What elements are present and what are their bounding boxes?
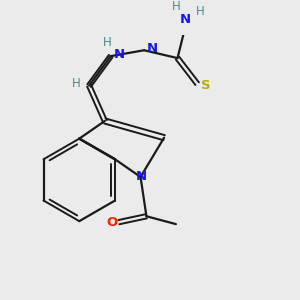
Text: H: H <box>172 0 181 13</box>
Text: N: N <box>136 170 147 184</box>
Text: H: H <box>196 5 205 18</box>
Text: N: N <box>147 42 158 55</box>
Text: N: N <box>180 13 191 26</box>
Text: N: N <box>114 48 125 61</box>
Text: H: H <box>72 77 81 90</box>
Text: O: O <box>106 216 118 229</box>
Text: S: S <box>201 79 211 92</box>
Text: H: H <box>102 36 111 49</box>
